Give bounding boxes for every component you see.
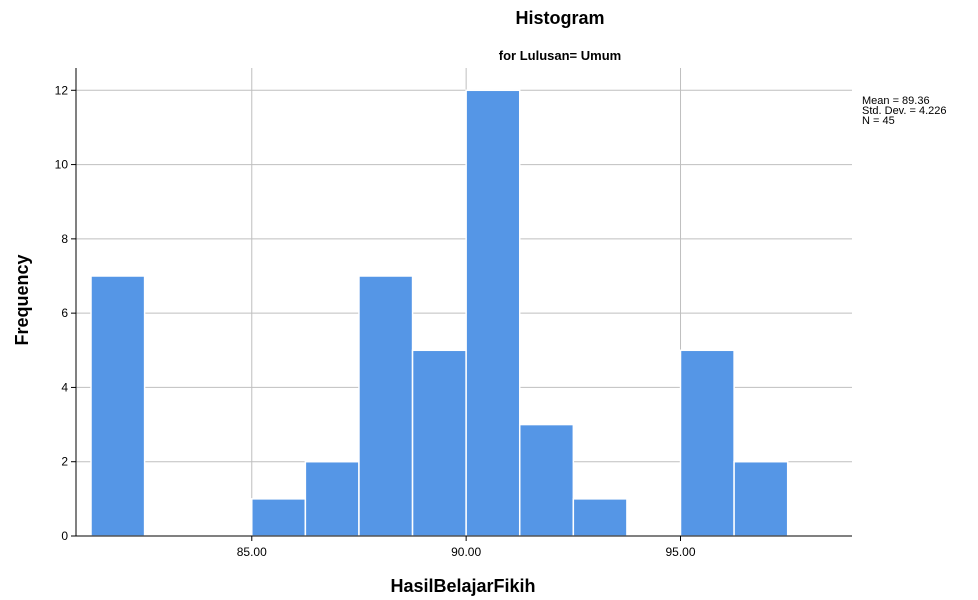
y-tick-label: 8	[61, 232, 68, 246]
x-tick-label: 85.00	[237, 545, 267, 559]
y-axis-label: Frequency	[12, 254, 32, 345]
x-axis-label: HasilBelajarFikih	[390, 576, 535, 596]
histogram-bar	[358, 275, 414, 537]
chart-subtitle: for Lulusan= Umum	[498, 48, 622, 63]
y-tick-label: 0	[61, 529, 68, 543]
histogram-bar	[572, 498, 628, 537]
y-tick-label: 12	[55, 83, 69, 97]
y-tick-label: 6	[61, 306, 68, 320]
bars	[90, 89, 789, 537]
histogram-bar	[411, 349, 467, 537]
histogram-bar	[251, 498, 307, 537]
tick-labels: 0 2 4 6 8 10 12 85.00 90.00 95.00	[55, 83, 696, 559]
chart-title: Histogram	[515, 8, 605, 28]
x-tick-label: 90.00	[451, 545, 481, 559]
histogram-bar	[733, 460, 789, 537]
histogram-bar	[90, 275, 146, 537]
y-tick-label: 10	[55, 158, 69, 172]
histogram-bar	[304, 460, 360, 537]
y-tick-label: 2	[61, 455, 68, 469]
y-tick-label: 4	[61, 380, 68, 394]
x-tick-label: 95.00	[665, 545, 695, 559]
histogram-bar	[465, 89, 521, 537]
axes	[71, 68, 852, 541]
stat-std-dev: Std. Dev. = 4.226	[862, 105, 947, 117]
histogram-bar	[679, 349, 735, 537]
stat-n: N = 45	[862, 115, 895, 127]
histogram-bar	[518, 423, 575, 537]
stats-box: Mean = 89.36 Std. Dev. = 4.226 N = 45	[862, 95, 947, 127]
stat-mean: Mean = 89.36	[862, 95, 930, 107]
